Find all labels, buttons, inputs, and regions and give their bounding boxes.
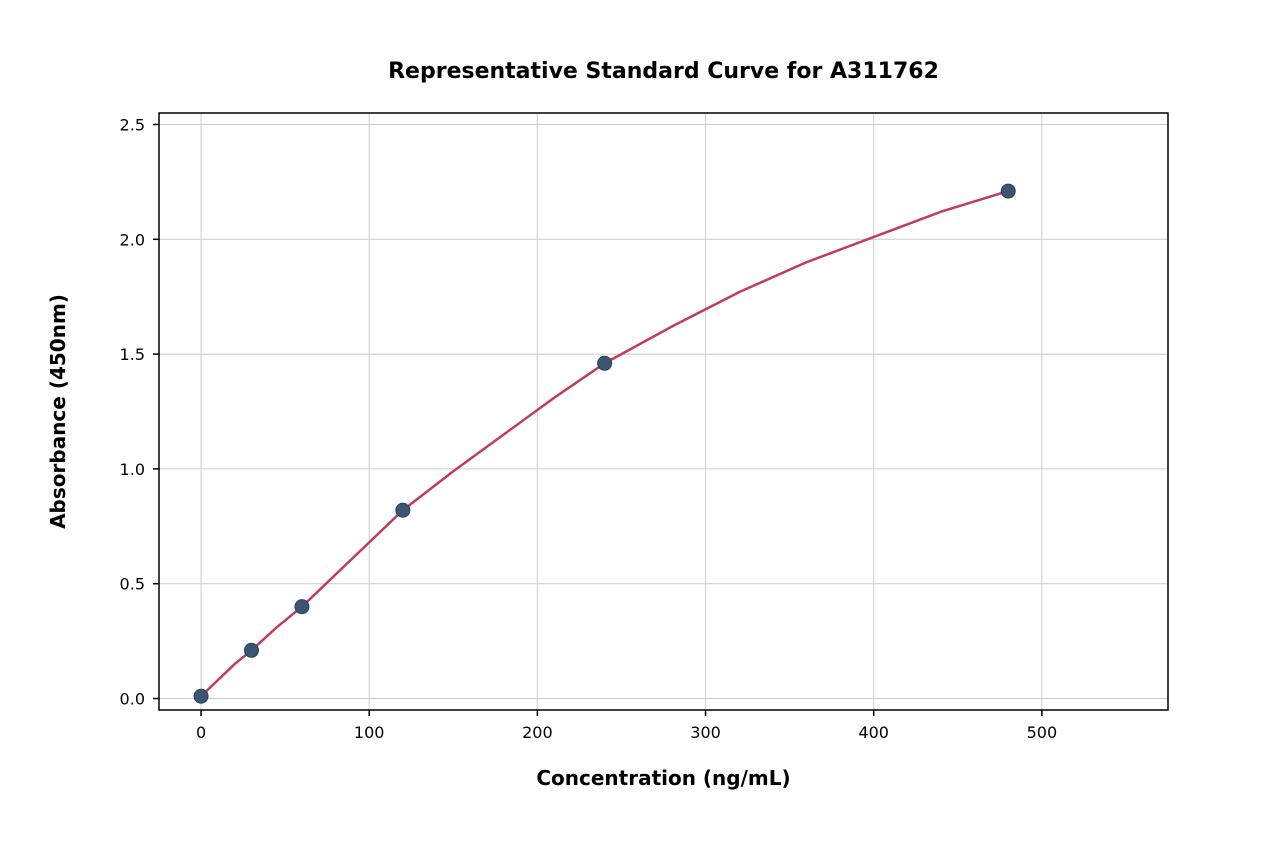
y-tick-label: 2.5: [120, 115, 145, 134]
x-tick-label: 200: [522, 723, 553, 742]
data-point: [194, 689, 208, 703]
x-tick-label: 300: [690, 723, 721, 742]
x-axis-label: Concentration (ng/mL): [536, 766, 790, 790]
y-axis-label: Absorbance (450nm): [46, 294, 70, 529]
data-point: [295, 600, 309, 614]
x-tick-label: 0: [196, 723, 206, 742]
chart-container: 0 100 200 300 400 500 0.0 0.5 1.0 1.5 2.0 2.5 Repres…: [0, 0, 1280, 845]
data-point: [1001, 184, 1015, 198]
chart-title: Representative Standard Curve for A31176…: [388, 59, 939, 84]
y-tick-label: 2.0: [120, 230, 145, 249]
y-tick-label: 0.0: [120, 690, 145, 709]
data-point: [396, 503, 410, 517]
data-point: [598, 356, 612, 370]
x-tick-label: 100: [354, 723, 385, 742]
standard-curve-chart: 0 100 200 300 400 500 0.0 0.5 1.0 1.5 2.0 2.5 Repres…: [0, 0, 1280, 845]
y-tick-label: 1.5: [120, 345, 145, 364]
data-point: [244, 643, 258, 657]
y-tick-label: 1.0: [120, 460, 145, 479]
x-tick-label: 500: [1027, 723, 1058, 742]
y-tick-label: 0.5: [120, 575, 145, 594]
x-tick-label: 400: [858, 723, 889, 742]
